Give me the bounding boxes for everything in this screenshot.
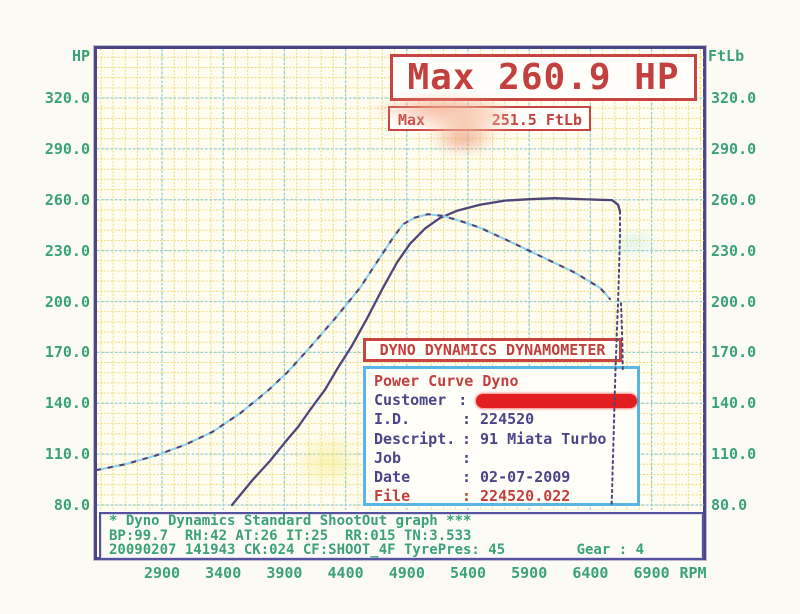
xtick-4900: 4900 [388, 564, 425, 582]
info-value: 91 Miata Turbo [480, 429, 607, 448]
xtick-5900: 5900 [511, 564, 548, 582]
footer-line-3-text: 20090207 141943 CK:024 CF:SHOOT_4F TyreP… [109, 542, 506, 559]
xtick-5400: 5400 [449, 564, 487, 582]
xtick-4400: 4400 [327, 564, 364, 582]
xtick-2900: 2900 [143, 564, 181, 582]
customer-redaction-bar [476, 393, 637, 408]
right-ytick-260.0: 260.0 [711, 190, 757, 209]
max-hp-box: Max 260.9 HP [390, 54, 697, 101]
dyno-header-text: DYNO DYNAMICS DYNAMOMETER [379, 341, 606, 359]
info-label: Job [374, 448, 402, 467]
info-value: 224520 [480, 410, 535, 429]
info-colon: : [462, 429, 472, 448]
left-ytick-200.0: 200.0 [44, 292, 90, 311]
info-label: Descript. [374, 429, 456, 448]
info-colon: : [462, 487, 472, 506]
left-ytick-260.0: 260.0 [44, 190, 90, 209]
info-value: 224520.022 [480, 487, 571, 506]
info-rows: Customer: I.D.:224520 Descript.:91 Miata T… [374, 391, 637, 506]
right-ytick-290.0: 290.0 [711, 139, 757, 158]
max-hp-value: Max 260.9 HP [407, 57, 680, 98]
xtick-3900: 3900 [266, 564, 303, 582]
x-axis-unit-label: RPM [679, 564, 707, 582]
right-ytick-110.0: 110.0 [711, 445, 757, 464]
footer-line-1: * Dyno Dynamics Standard ShootOut graph … [109, 513, 472, 529]
info-row-date: Date:02-07-2009 [374, 468, 637, 487]
info-row-file: File:224520.022 [374, 487, 637, 506]
xtick-3400: 3400 [205, 564, 242, 582]
dyno-dynamics-header: DYNO DYNAMICS DYNAMOMETER [363, 338, 622, 362]
left-ytick-80.0: 80.0 [53, 496, 90, 514]
info-row-job: Job: [374, 449, 637, 468]
left-ytick-290.0: 290.0 [44, 139, 90, 158]
right-ytick-320.0: 320.0 [711, 89, 757, 107]
left-ytick-110.0: 110.0 [44, 445, 90, 464]
left-ytick-230.0: 230.0 [44, 241, 90, 260]
right-ytick-200.0: 200.0 [711, 292, 757, 311]
right-ytick-230.0: 230.0 [711, 241, 757, 260]
xtick-6900: 6900 [633, 564, 670, 582]
right-axis-unit-label: FtLb [708, 47, 745, 65]
right-ytick-80.0: 80.0 [711, 496, 748, 514]
max-torque-box: Max 251.5 FtLb [388, 106, 591, 131]
info-colon: : [462, 448, 472, 467]
footer-line-3: 20090207 141943 CK:024 CF:SHOOT_4F TyreP… [101, 543, 702, 558]
footer-box: * Dyno Dynamics Standard ShootOut graph … [99, 512, 704, 560]
info-row-customer: Customer: [374, 391, 637, 410]
info-colon: : [462, 410, 472, 429]
max-torque-prefix: Max [398, 111, 426, 129]
info-label: Customer [374, 391, 447, 410]
left-ytick-140.0: 140.0 [44, 394, 90, 413]
gear-indicator: Gear : 4 [576, 542, 644, 559]
xtick-6400: 6400 [572, 564, 609, 582]
footer-line-2: BP:99.7 RH:42 AT:26 IT:25 RR:015 TN:3.53… [109, 527, 472, 544]
right-ytick-140.0: 140.0 [711, 394, 757, 413]
info-label: File [374, 487, 411, 506]
right-ytick-170.0: 170.0 [711, 343, 757, 362]
info-label: Date [374, 468, 411, 487]
left-ytick-320.0: 320.0 [44, 89, 90, 107]
info-box-title: Power Curve Dyno [374, 372, 519, 390]
max-torque-value: 251.5 FtLb [491, 111, 582, 129]
info-row-descript: Descript.:91 Miata Turbo [374, 430, 637, 449]
info-value: 02-07-2009 [480, 468, 571, 487]
left-axis-unit-label: HP [71, 47, 90, 65]
left-ytick-170.0: 170.0 [44, 343, 90, 362]
info-row-id: I.D.:224520 [374, 410, 637, 429]
info-colon: : [458, 391, 468, 410]
info-colon: : [462, 468, 472, 487]
info-label: I.D. [374, 410, 411, 429]
run-info-box: Power Curve Dyno Customer: I.D.:224520 Des… [363, 366, 640, 506]
